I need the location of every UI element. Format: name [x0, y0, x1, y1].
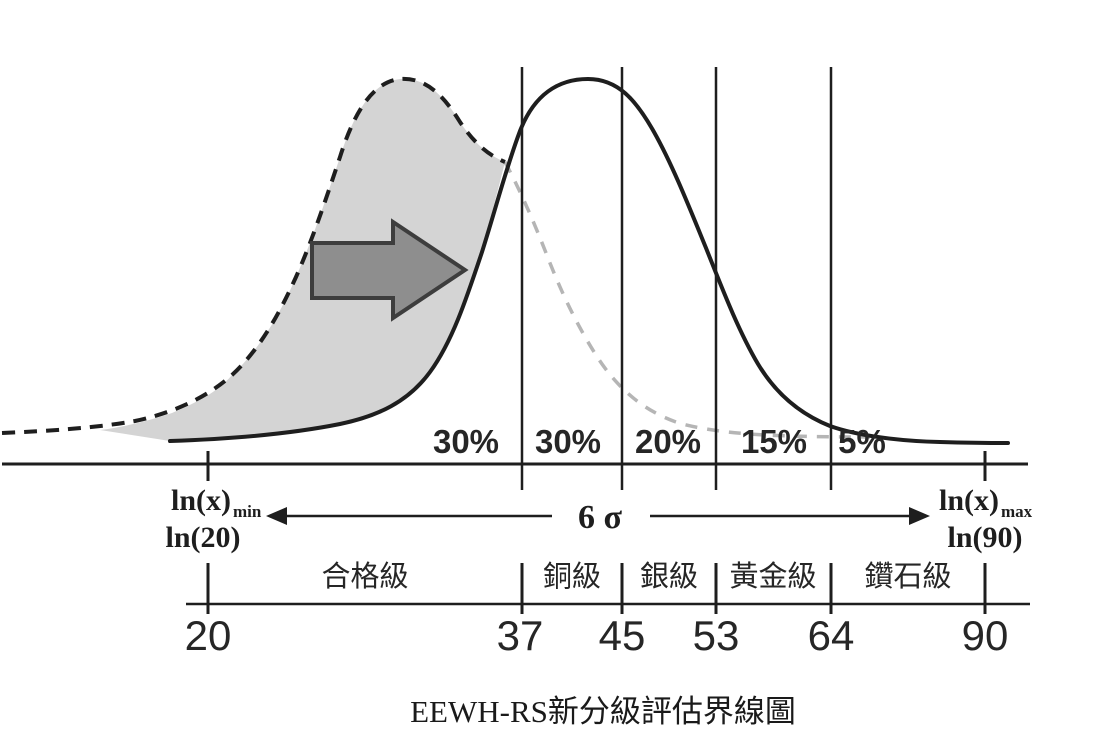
- shaded-distribution-area: [100, 78, 505, 441]
- sigma-span-arrowhead-left-icon: [266, 507, 287, 525]
- grade-label-diamond: 鑽石級: [864, 560, 951, 593]
- percent-label-silver: 20%: [635, 423, 701, 460]
- grade-label-silver: 銀級: [640, 560, 698, 593]
- percent-label-diamond: 5%: [838, 423, 886, 460]
- axis-min-label: ln(x): [171, 484, 231, 517]
- old-distribution-faded-tail: [503, 161, 871, 439]
- scale-value-53: 53: [693, 612, 740, 659]
- axis-max-subscript: max: [1001, 502, 1033, 521]
- scale-value-45: 45: [599, 612, 646, 659]
- old-distribution-dashed-curve: [1, 76, 506, 435]
- sigma-span-arrowhead-right-icon: [909, 507, 930, 525]
- scale-value-20: 20: [185, 612, 232, 659]
- figure-title: EEWH-RS新分級評估界線圖: [410, 694, 796, 729]
- percent-label-bronze: 30%: [535, 423, 601, 460]
- sigma-span-label: 6 σ: [578, 499, 623, 536]
- axis-min-value: ln(20): [166, 521, 241, 554]
- grade-label-gold: 黃金級: [729, 560, 816, 593]
- axis-max-value: ln(90): [948, 521, 1023, 554]
- percent-label-pass: 30%: [433, 423, 499, 460]
- shift-right-arrow-icon: [310, 218, 469, 322]
- grade-label-pass: 合格級: [321, 560, 408, 593]
- grade-label-bronze: 銅級: [543, 560, 601, 593]
- new-distribution-solid-curve: [168, 76, 1010, 445]
- axis-min-subscript: min: [233, 502, 262, 521]
- percent-label-gold: 15%: [741, 423, 807, 460]
- axis-max-label: ln(x): [939, 484, 999, 517]
- scale-value-64: 64: [808, 612, 855, 659]
- scale-value-90: 90: [962, 612, 1009, 659]
- scale-value-37: 37: [497, 612, 544, 659]
